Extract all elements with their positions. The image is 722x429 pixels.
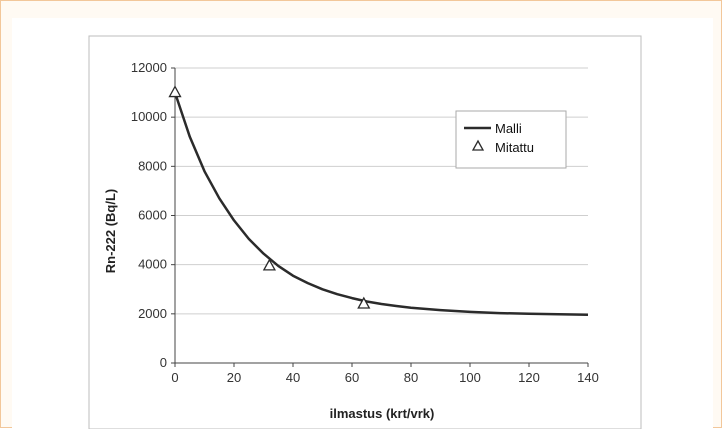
chart: 0 2000 4000 6000 8000 10000 12000 0 20 40 60 80 100 1… xyxy=(88,35,642,429)
y-tick-label: 10000 xyxy=(131,109,167,124)
data-point-mitattu xyxy=(262,258,276,271)
y-tick-label: 2000 xyxy=(138,306,167,321)
y-tick-label: 12000 xyxy=(131,60,167,75)
y-tick-label: 4000 xyxy=(138,257,167,272)
data-point-mitattu xyxy=(357,296,371,309)
y-tick-label: 6000 xyxy=(138,208,167,223)
legend-label-mitattu: Mitattu xyxy=(495,140,534,155)
legend-triangle-marker xyxy=(471,139,485,151)
chart-panel: 0 2000 4000 6000 8000 10000 12000 0 20 40 60 80 100 1… xyxy=(12,18,713,429)
data-point-mitattu xyxy=(168,85,182,98)
x-tick-label: 100 xyxy=(459,370,481,385)
y-tick-label: 0 xyxy=(160,355,167,370)
series-line-malli xyxy=(173,92,589,317)
x-tick-label: 120 xyxy=(518,370,540,385)
data-series xyxy=(168,85,589,317)
x-tick-label: 20 xyxy=(227,370,241,385)
legend: Malli Mitattu xyxy=(455,110,567,169)
legend-box xyxy=(455,110,567,169)
y-tick-label: 8000 xyxy=(138,158,167,173)
y-axis-title: Rn-222 (Bq/L) xyxy=(103,189,118,274)
legend-label-malli: Malli xyxy=(495,121,522,136)
x-tick-label: 140 xyxy=(577,370,599,385)
x-tick-label: 80 xyxy=(404,370,418,385)
x-tick-label: 60 xyxy=(345,370,359,385)
x-tick-label: 40 xyxy=(286,370,300,385)
x-tick-label: 0 xyxy=(171,370,178,385)
tick-labels: 0 2000 4000 6000 8000 10000 12000 0 20 40 60 80 100 1… xyxy=(131,60,599,385)
x-axis-title: ilmastus (krt/vrk) xyxy=(330,406,435,421)
axes xyxy=(171,67,589,367)
